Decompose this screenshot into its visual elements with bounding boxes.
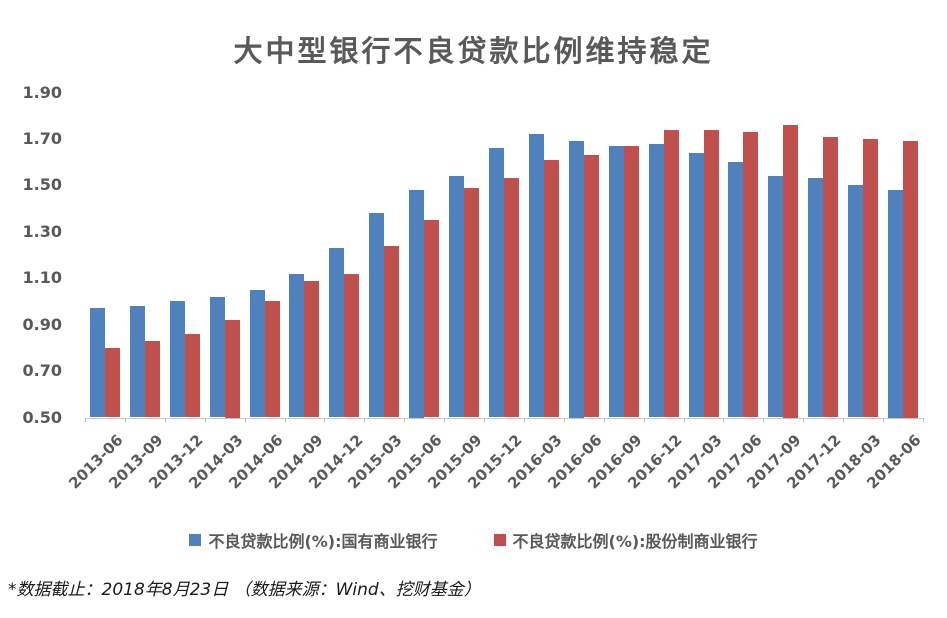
legend-item-joint-stock: 不良贷款比例(%):股份制商业银行 — [493, 528, 758, 552]
y-axis-label: 1.10 — [22, 268, 62, 288]
bar-state-owned-2013-12 — [169, 301, 185, 418]
axis-tick — [204, 418, 206, 423]
bar-joint-stock-2014-03 — [224, 320, 240, 418]
axis-tick — [883, 418, 885, 423]
footnote: *数据截止：2018年8月23日 （数据来源：Wind、挖财基金） — [8, 580, 481, 600]
bar-state-owned-2016-03 — [528, 134, 544, 418]
legend: 不良贷款比例(%):国有商业银行 不良贷款比例(%):股份制商业银行 — [0, 528, 947, 552]
bar-joint-stock-2017-12 — [823, 136, 839, 418]
bar-state-owned-2016-06 — [568, 141, 584, 418]
bar-state-owned-2015-03 — [369, 213, 385, 418]
bar-joint-stock-2013-09 — [144, 340, 160, 418]
bar-state-owned-2014-03 — [209, 296, 225, 418]
axis-tick — [284, 418, 286, 423]
axis-tick — [923, 418, 924, 423]
axis-tick — [484, 418, 486, 423]
legend-swatch-icon — [189, 534, 202, 546]
chart-title: 大中型银行不良贷款比例维持稳定 — [233, 34, 714, 68]
bar-state-owned-2018-03 — [848, 185, 864, 418]
bar-state-owned-2018-06 — [888, 190, 904, 418]
bar-joint-stock-2014-06 — [264, 301, 280, 418]
axis-tick — [603, 418, 605, 423]
y-axis-label: 1.30 — [22, 221, 62, 241]
bar-joint-stock-2017-06 — [743, 131, 759, 418]
axis-tick — [85, 418, 86, 423]
bar-state-owned-2017-09 — [768, 176, 784, 418]
axis-tick — [643, 418, 645, 423]
x-axis-line — [85, 417, 924, 419]
bar-joint-stock-2016-03 — [543, 159, 559, 418]
axis-tick — [244, 418, 246, 423]
axis-tick — [444, 418, 446, 423]
y-axis-label: 1.90 — [22, 82, 62, 102]
bar-state-owned-2013-09 — [129, 306, 145, 418]
bar-state-owned-2014-06 — [249, 289, 265, 418]
bar-state-owned-2014-09 — [289, 273, 305, 418]
y-axis-label: 1.70 — [22, 128, 62, 148]
bar-joint-stock-2016-06 — [583, 155, 599, 418]
legend-swatch-icon — [493, 534, 506, 546]
bar-state-owned-2013-06 — [89, 308, 105, 418]
bar-joint-stock-2017-09 — [783, 125, 799, 418]
bar-state-owned-2016-12 — [648, 143, 664, 418]
axis-tick — [364, 418, 366, 423]
bar-joint-stock-2018-06 — [903, 141, 919, 418]
bar-joint-stock-2015-06 — [424, 220, 440, 418]
bar-state-owned-2015-06 — [409, 190, 425, 418]
axis-tick — [803, 418, 805, 423]
bar-state-owned-2017-12 — [808, 178, 824, 418]
bar-state-owned-2015-09 — [449, 176, 465, 418]
axis-tick — [404, 418, 406, 423]
y-axis-label: 0.90 — [22, 314, 62, 334]
axis-tick — [683, 418, 685, 423]
bar-joint-stock-2017-03 — [703, 129, 719, 418]
bar-joint-stock-2013-12 — [184, 333, 200, 418]
legend-label: 不良贷款比例(%):国有商业银行 — [208, 532, 438, 551]
axis-tick — [124, 418, 126, 423]
bar-state-owned-2017-03 — [688, 152, 704, 418]
bar-state-owned-2017-06 — [728, 162, 744, 418]
bar-joint-stock-2015-03 — [384, 245, 400, 418]
bar-joint-stock-2014-09 — [304, 280, 320, 418]
bar-joint-stock-2015-09 — [464, 187, 480, 418]
bar-joint-stock-2014-12 — [344, 273, 360, 418]
bar-joint-stock-2016-12 — [663, 129, 679, 418]
bar-joint-stock-2016-09 — [623, 145, 639, 418]
bar-joint-stock-2015-12 — [504, 178, 519, 418]
legend-item-state-owned: 不良贷款比例(%):国有商业银行 — [189, 528, 438, 552]
y-axis-label: 0.70 — [22, 361, 62, 381]
bar-joint-stock-2013-06 — [104, 347, 120, 418]
bar-state-owned-2015-12 — [489, 148, 504, 418]
axis-tick — [763, 418, 765, 423]
axis-tick — [563, 418, 565, 423]
bar-joint-stock-2018-03 — [863, 138, 879, 418]
bar-state-owned-2014-12 — [329, 248, 345, 418]
axis-tick — [723, 418, 725, 423]
axis-tick — [164, 418, 166, 423]
axis-tick — [324, 418, 326, 423]
y-axis-label: 0.50 — [22, 407, 62, 427]
axis-tick — [843, 418, 845, 423]
axis-tick — [523, 418, 525, 423]
legend-label: 不良贷款比例(%):股份制商业银行 — [512, 532, 758, 551]
bar-state-owned-2016-09 — [608, 145, 624, 418]
y-axis-label: 1.50 — [22, 175, 62, 195]
